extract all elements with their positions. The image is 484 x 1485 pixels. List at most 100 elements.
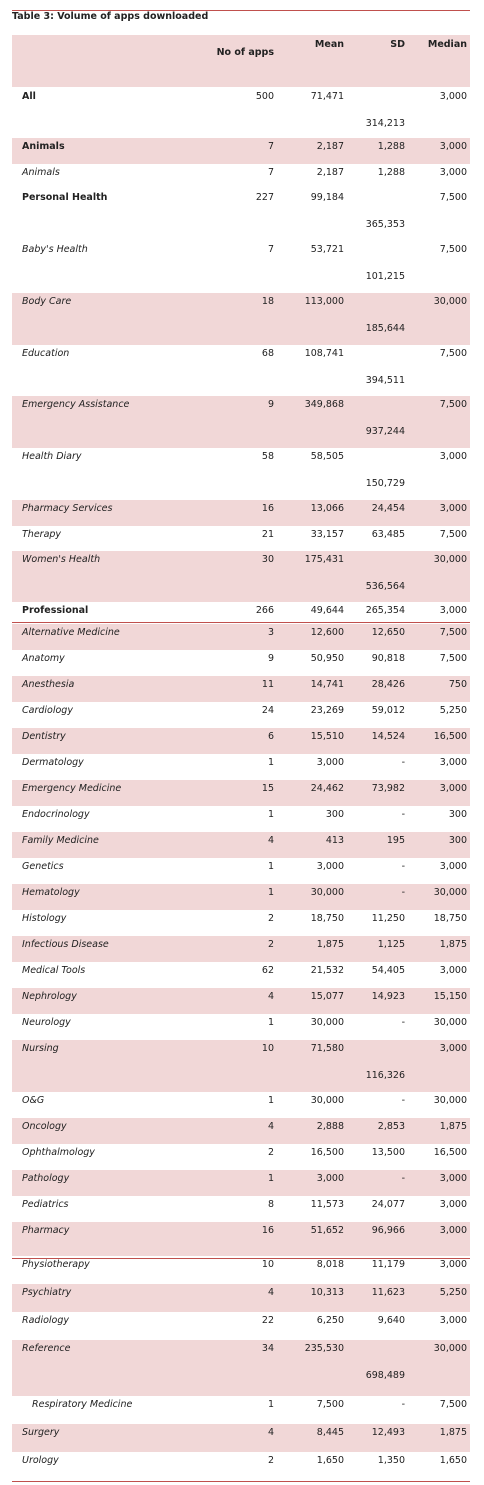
cell: 33,157: [310, 529, 344, 540]
cell: 22: [261, 1315, 274, 1326]
cell: 3,000: [439, 605, 467, 616]
cell: 15: [261, 783, 274, 794]
cell: 1: [267, 757, 274, 768]
cell: 1,125: [377, 939, 405, 950]
cell: 11,250: [371, 913, 405, 924]
cell: 4: [267, 835, 274, 846]
row-label: Hematology: [22, 887, 80, 898]
cell: 1,875: [439, 1121, 467, 1132]
cell: 30,000: [310, 887, 344, 898]
cell: -: [401, 1173, 405, 1184]
row-label: Anatomy: [22, 653, 65, 664]
cell: 7,500: [439, 653, 467, 664]
table-title: Table 3: Volume of apps downloaded: [12, 11, 209, 22]
cell: 8: [267, 1199, 274, 1210]
row-label: Nursing: [22, 1043, 59, 1054]
row-label: Respiratory Medicine: [32, 1399, 133, 1410]
cell: 2: [267, 1455, 274, 1466]
row-label: Histology: [22, 913, 67, 924]
cell: 90,818: [371, 653, 405, 664]
cell: 4: [267, 1427, 274, 1438]
row-label: Infectious Disease: [22, 939, 109, 950]
cell: 11,623: [371, 1287, 405, 1298]
cell: 49,644: [310, 605, 344, 616]
cell: 3,000: [439, 167, 467, 178]
cell: 24: [261, 705, 274, 716]
cell: 3,000: [316, 1173, 344, 1184]
row-label: Family Medicine: [22, 835, 99, 846]
cell: 30,000: [433, 1095, 467, 1106]
row-label: Dentistry: [22, 731, 66, 742]
cell: 195: [386, 835, 405, 846]
row-label: Therapy: [22, 529, 62, 540]
row-label: Alternative Medicine: [22, 627, 120, 638]
cell: 1,875: [439, 1427, 467, 1438]
cell: 30,000: [310, 1095, 344, 1106]
cell: 1: [267, 1173, 274, 1184]
cell: 50,950: [310, 653, 344, 664]
cell: 58,505: [310, 451, 344, 462]
row-band: [12, 1284, 470, 1312]
cell: 3,000: [439, 451, 467, 462]
cell: 3,000: [439, 757, 467, 768]
row-label: Pharmacy Services: [22, 503, 113, 514]
row-band: [12, 1170, 470, 1196]
cell: 53,721: [310, 244, 344, 255]
row-band: [12, 936, 470, 962]
cell: 15,077: [310, 991, 344, 1002]
cell: 99,184: [310, 192, 344, 203]
row-label: Genetics: [22, 861, 64, 872]
cell: 8,018: [316, 1259, 344, 1270]
cell: 16,500: [433, 731, 467, 742]
row-label: Women's Health: [22, 554, 101, 565]
cell: -: [401, 1095, 405, 1106]
cell: 3,000: [316, 861, 344, 872]
row-label: Endocrinology: [22, 809, 90, 820]
cell: 536,564: [365, 581, 405, 592]
cell: 15,510: [310, 731, 344, 742]
cell: 750: [448, 679, 467, 690]
cell: 30,000: [433, 554, 467, 565]
cell: 13,066: [310, 503, 344, 514]
cell: 10,313: [310, 1287, 344, 1298]
row-label: Animals: [22, 167, 60, 178]
cell: 3,000: [439, 141, 467, 152]
cell: 1,288: [377, 167, 405, 178]
row-label: Pharmacy: [22, 1225, 70, 1236]
cell: 349,868: [304, 399, 344, 410]
cell: 30,000: [433, 887, 467, 898]
cell: 21: [261, 529, 274, 540]
cell: 62: [261, 965, 274, 976]
cell: 12,650: [371, 627, 405, 638]
cell: 24,077: [371, 1199, 405, 1210]
cell: 185,644: [365, 323, 405, 334]
cell: 34: [261, 1343, 274, 1354]
row-band: [12, 728, 470, 754]
cell: 16,500: [433, 1147, 467, 1158]
cell: 7,500: [316, 1399, 344, 1410]
row-label: Urology: [22, 1455, 59, 1466]
cell: -: [401, 757, 405, 768]
rule: [12, 1258, 470, 1259]
cell: 7,500: [439, 1399, 467, 1410]
cell: -: [401, 861, 405, 872]
cell: 3,000: [439, 91, 467, 102]
cell: 11,179: [371, 1259, 405, 1270]
cell: 1: [267, 1095, 274, 1106]
cell: 3: [267, 627, 274, 638]
cell: 300: [448, 809, 467, 820]
cell: 28,426: [371, 679, 405, 690]
cell: 11: [261, 679, 274, 690]
cell: 300: [325, 809, 344, 820]
cell: 7: [267, 244, 274, 255]
cell: 18,750: [310, 913, 344, 924]
cell: 3,000: [439, 1315, 467, 1326]
cell: 71,580: [310, 1043, 344, 1054]
cell: 4: [267, 1121, 274, 1132]
cell: 24,462: [310, 783, 344, 794]
row-label: O&G: [22, 1095, 45, 1106]
cell: 1,650: [316, 1455, 344, 1466]
cell: 8,445: [316, 1427, 344, 1438]
cell: 3,000: [439, 503, 467, 514]
cell: 1,875: [439, 939, 467, 950]
